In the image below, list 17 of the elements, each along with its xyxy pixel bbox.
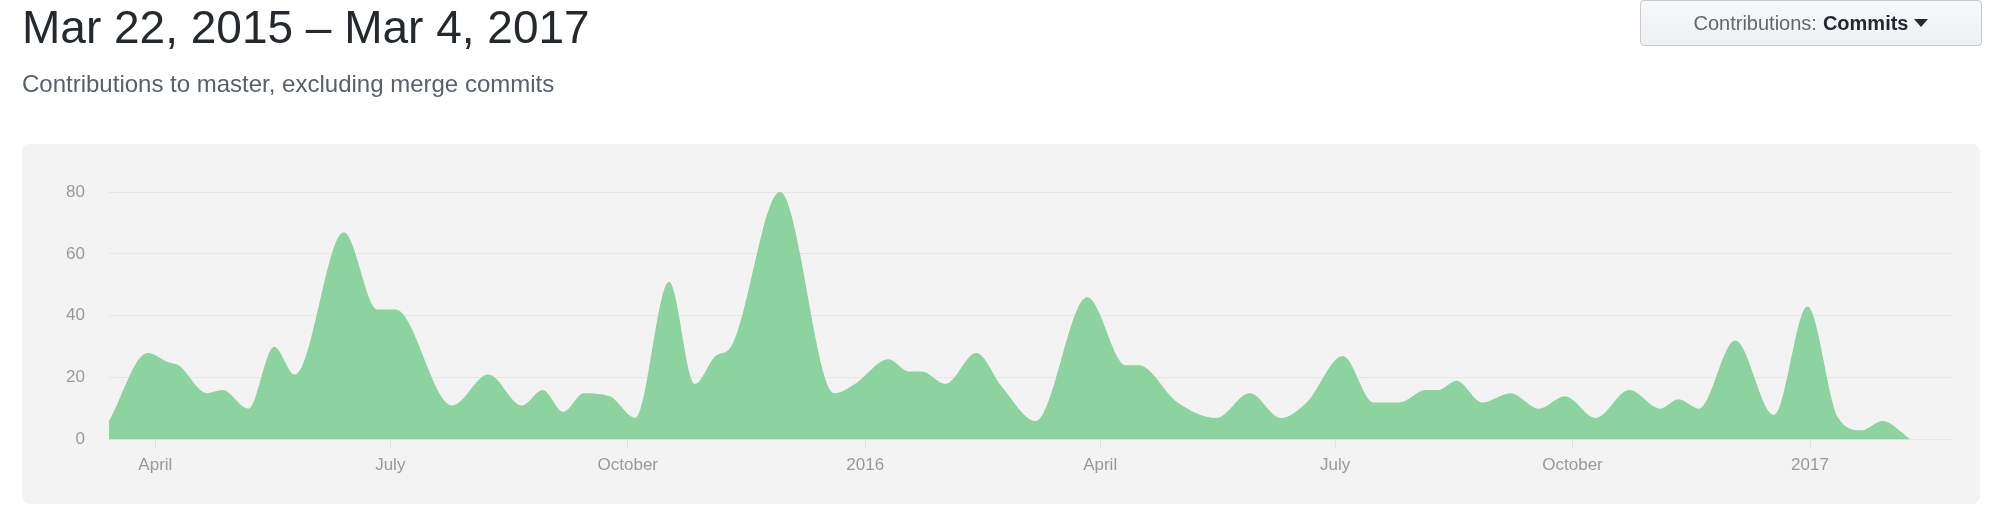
x-tick-label: 2016 (846, 455, 885, 475)
y-tick-label: 40 (65, 305, 85, 325)
chart-title: Mar 22, 2015 – Mar 4, 2017 (22, 0, 590, 54)
y-tick-label: 0 (75, 429, 85, 449)
y-tick-label: 80 (65, 181, 85, 201)
x-tick-label: April (1083, 455, 1118, 475)
x-tick-label: April (138, 455, 173, 475)
x-tick-label: 2017 (1791, 455, 1829, 475)
x-tick-label: July (1319, 455, 1351, 475)
chart-subtitle: Contributions to master, excluding merge commits (22, 70, 555, 98)
x-tick-label: October (1542, 455, 1604, 475)
x-tick-label: July (375, 455, 406, 475)
text: Contributions: (1693, 11, 1817, 35)
y-tick-label: 20 (65, 367, 85, 387)
y-tick-label: 60 (65, 243, 85, 263)
text: Commits (1822, 11, 1909, 35)
x-tick-label: October (597, 455, 659, 475)
